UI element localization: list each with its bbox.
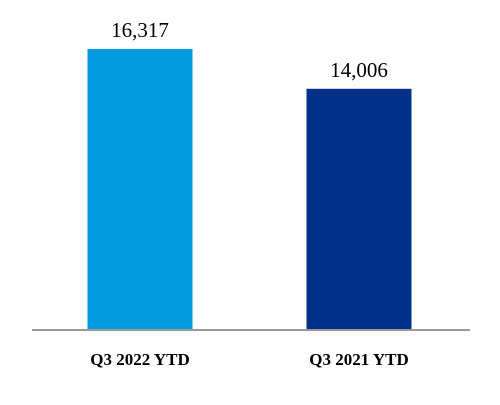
value-labels-layer: 16,317 14,006	[111, 18, 388, 82]
value-label-1: 16,317	[111, 18, 169, 42]
category-label-2: Q3 2021 YTD	[309, 350, 409, 369]
category-label-1: Q3 2022 YTD	[90, 350, 190, 369]
bar-2	[306, 88, 412, 330]
value-label-2: 14,006	[330, 58, 388, 82]
bars-layer	[87, 48, 412, 331]
bar-1	[87, 48, 193, 331]
category-labels-layer: Q3 2022 YTD Q3 2021 YTD	[90, 350, 409, 369]
